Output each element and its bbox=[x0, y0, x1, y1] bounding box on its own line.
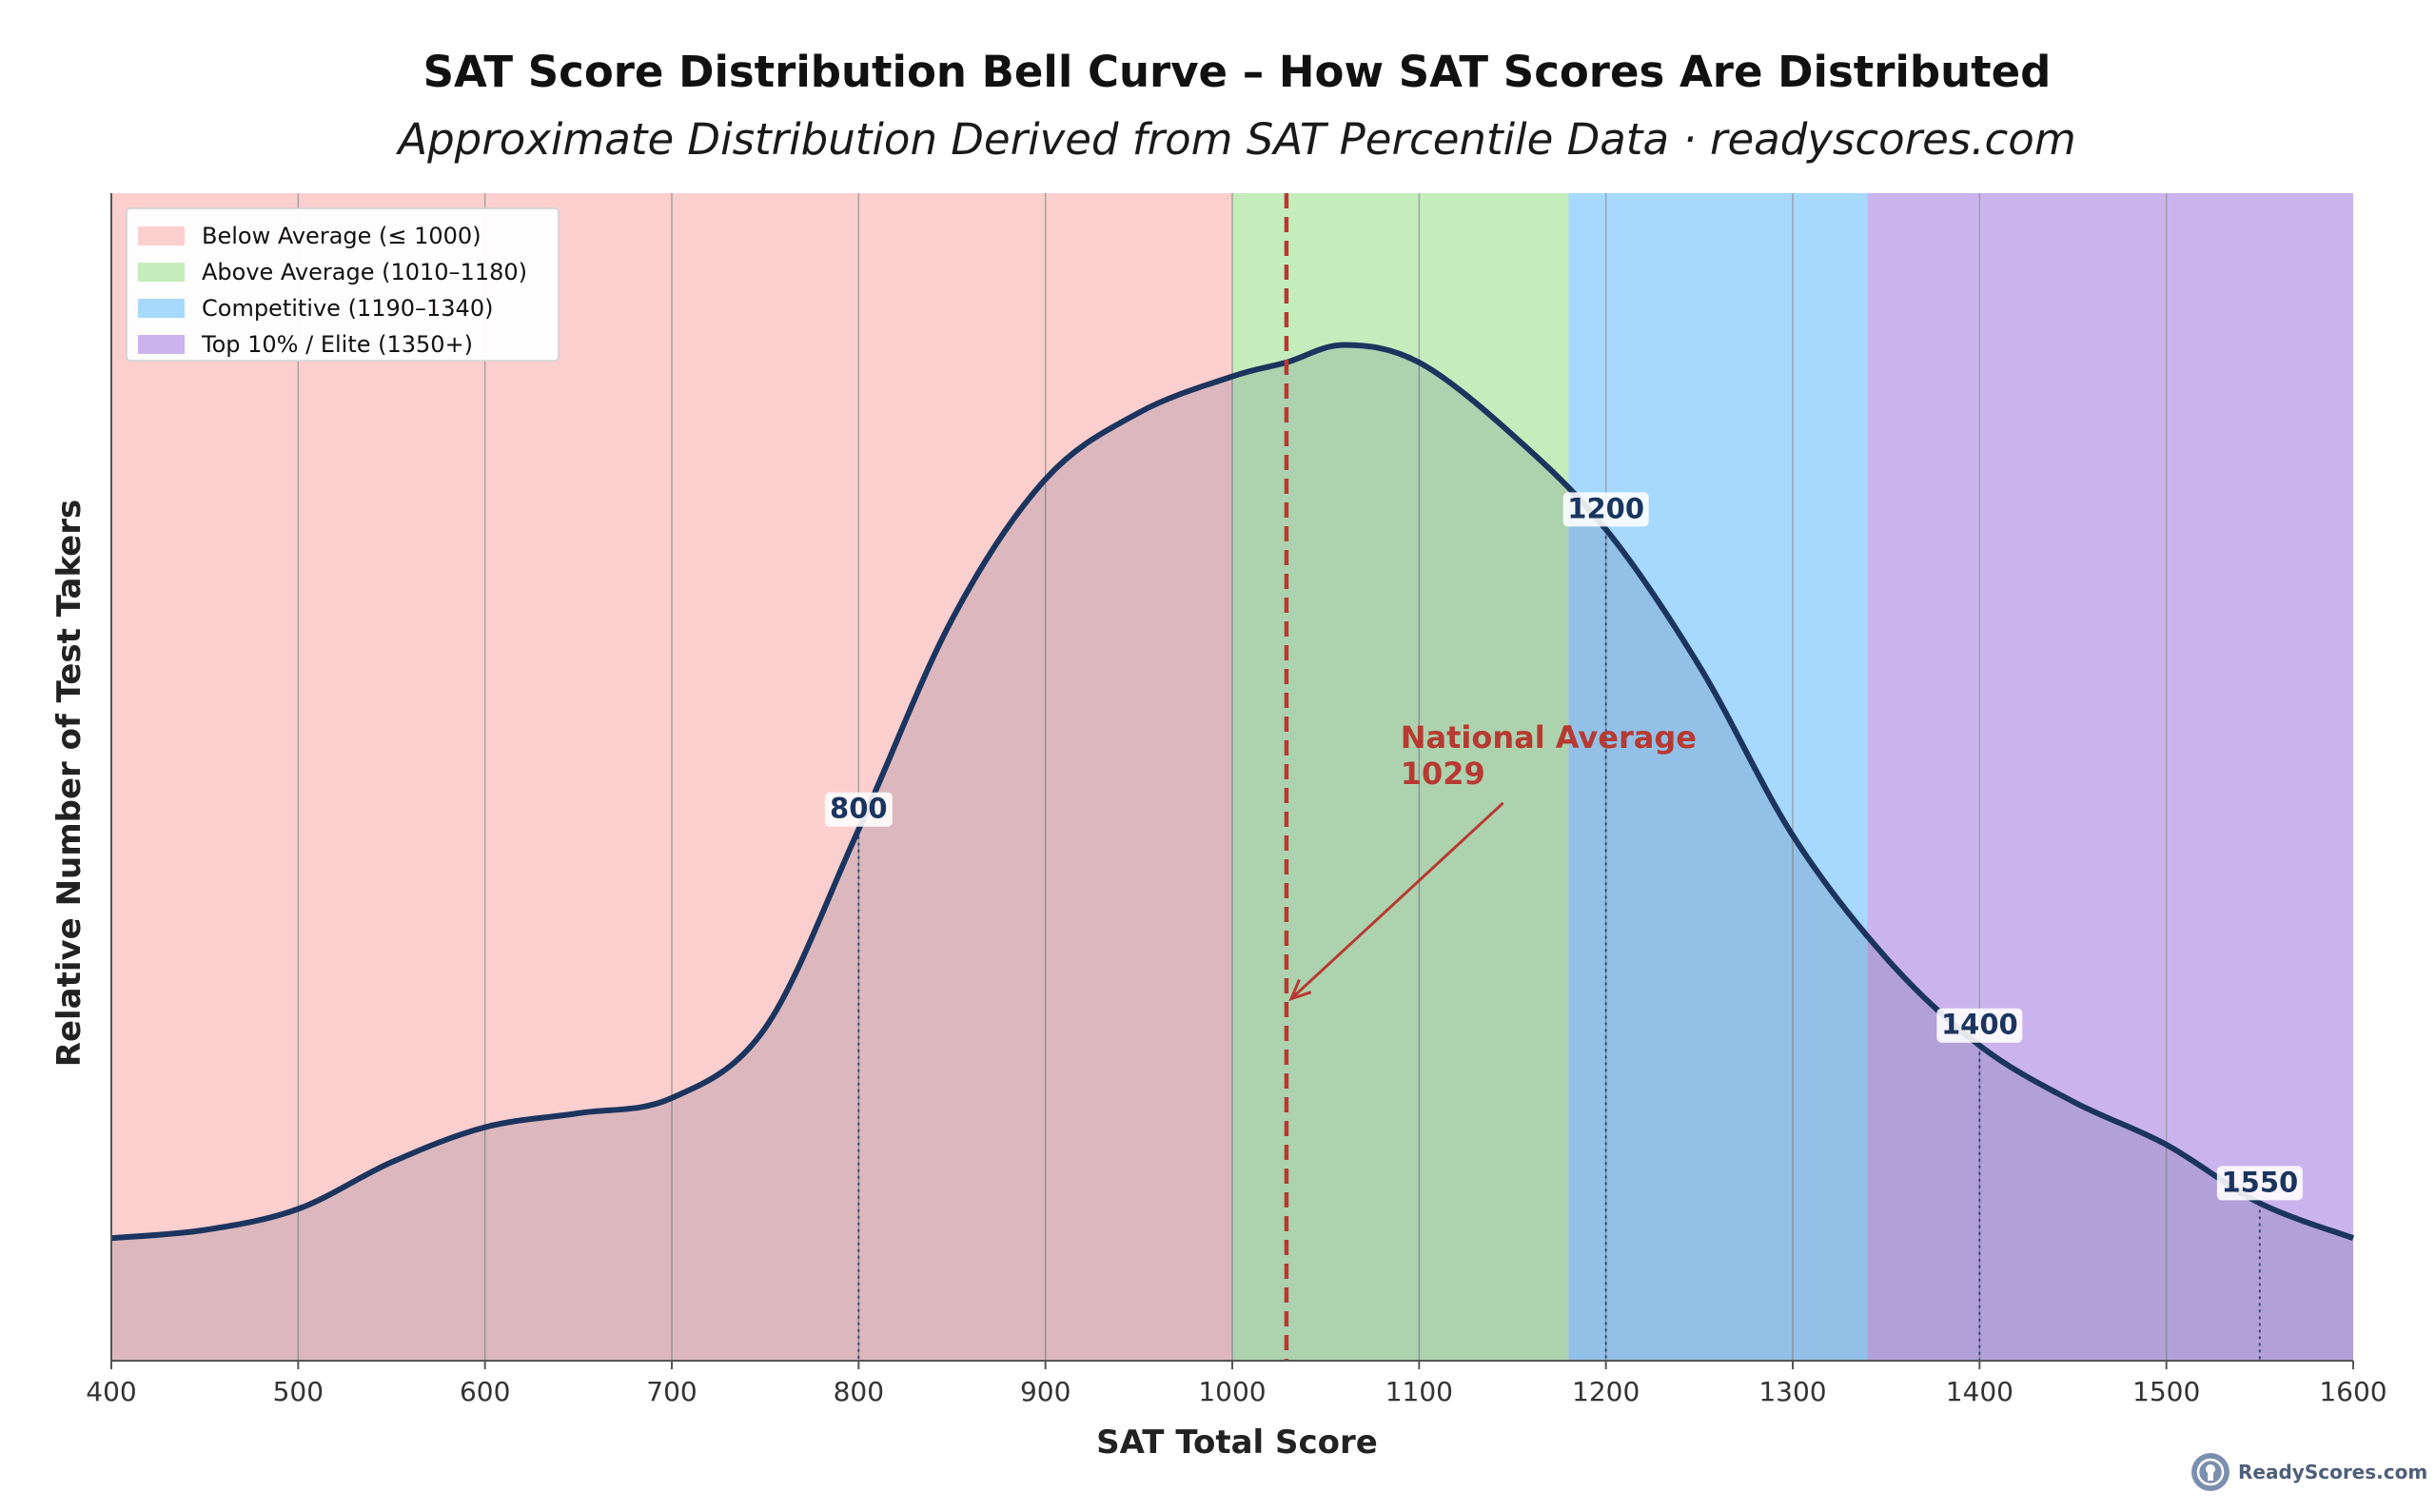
legend-label-1: Above Average (1010–1180) bbox=[202, 259, 527, 285]
marker-label-bg-800 bbox=[824, 792, 893, 827]
x-tick-label-1300: 1300 bbox=[1758, 1376, 1826, 1407]
marker-label-bg-1400 bbox=[1936, 1008, 2023, 1043]
x-tick-label-1400: 1400 bbox=[1946, 1376, 2014, 1407]
legend-box bbox=[126, 207, 560, 362]
x-tick-label-1600: 1600 bbox=[2319, 1376, 2387, 1407]
marker-label-bg-1550 bbox=[2216, 1166, 2303, 1201]
score-markers: 800 1200 1400 1550 bbox=[824, 492, 2303, 1361]
marker-label-bg-1200 bbox=[1562, 492, 1649, 527]
legend-swatch-0 bbox=[138, 226, 185, 245]
marker-label-1550: 1550 bbox=[2221, 1166, 2298, 1198]
readyscores-watermark: ReadyScores.com bbox=[2191, 1453, 2427, 1491]
legend-label-2: Competitive (1190–1340) bbox=[202, 295, 493, 322]
curve-area-fill bbox=[111, 344, 2353, 1361]
annotation-arrow bbox=[1289, 801, 1504, 1000]
legend-swatch-1 bbox=[138, 263, 185, 282]
x-tick-label-500: 500 bbox=[273, 1376, 324, 1407]
x-tick-label-700: 700 bbox=[646, 1376, 697, 1407]
watermark-text: ReadyScores.com bbox=[2238, 1461, 2427, 1483]
marker-label-1400: 1400 bbox=[1941, 1009, 2018, 1041]
legend-label-3: Top 10% / Elite (1350+) bbox=[201, 331, 473, 358]
x-axis-label: SAT Total Score bbox=[1096, 1424, 1378, 1462]
x-tick-label-800: 800 bbox=[834, 1376, 884, 1407]
x-tick-label-1000: 1000 bbox=[1198, 1376, 1266, 1407]
x-tick-label-900: 900 bbox=[1020, 1376, 1071, 1407]
readyscores-logo-icon bbox=[2191, 1453, 2230, 1491]
band-2 bbox=[1568, 193, 1868, 1361]
legend-swatch-3 bbox=[138, 335, 185, 354]
legend-label-0: Below Average (≤ 1000) bbox=[202, 223, 481, 249]
x-tick-label-1200: 1200 bbox=[1572, 1376, 1640, 1407]
x-axis: 400 500 600 700 800 900 1000 1100 1200 1300 1400 15… bbox=[86, 193, 2387, 1407]
annotation-arrowhead bbox=[1288, 978, 1312, 1002]
x-tick-label-600: 600 bbox=[460, 1376, 510, 1407]
chart-subtitle: Approximate Distribution Derived from SA… bbox=[395, 114, 2075, 165]
x-tick-label-1500: 1500 bbox=[2132, 1376, 2200, 1407]
marker-label-1200: 1200 bbox=[1567, 492, 1644, 524]
chart-title: SAT Score Distribution Bell Curve – How … bbox=[423, 47, 2052, 97]
annotation-label-line2: 1029 bbox=[1401, 756, 1485, 792]
chart-legend: Below Average (≤ 1000) Above Average (101… bbox=[126, 207, 560, 362]
x-tick-label-1100: 1100 bbox=[1385, 1376, 1453, 1407]
annotation-label-line1: National Average bbox=[1401, 719, 1697, 756]
y-axis-label: Relative Number of Test Takers bbox=[50, 500, 88, 1067]
legend-swatch-2 bbox=[138, 299, 185, 318]
marker-label-800: 800 bbox=[830, 793, 888, 825]
x-tick-label-400: 400 bbox=[86, 1376, 136, 1407]
